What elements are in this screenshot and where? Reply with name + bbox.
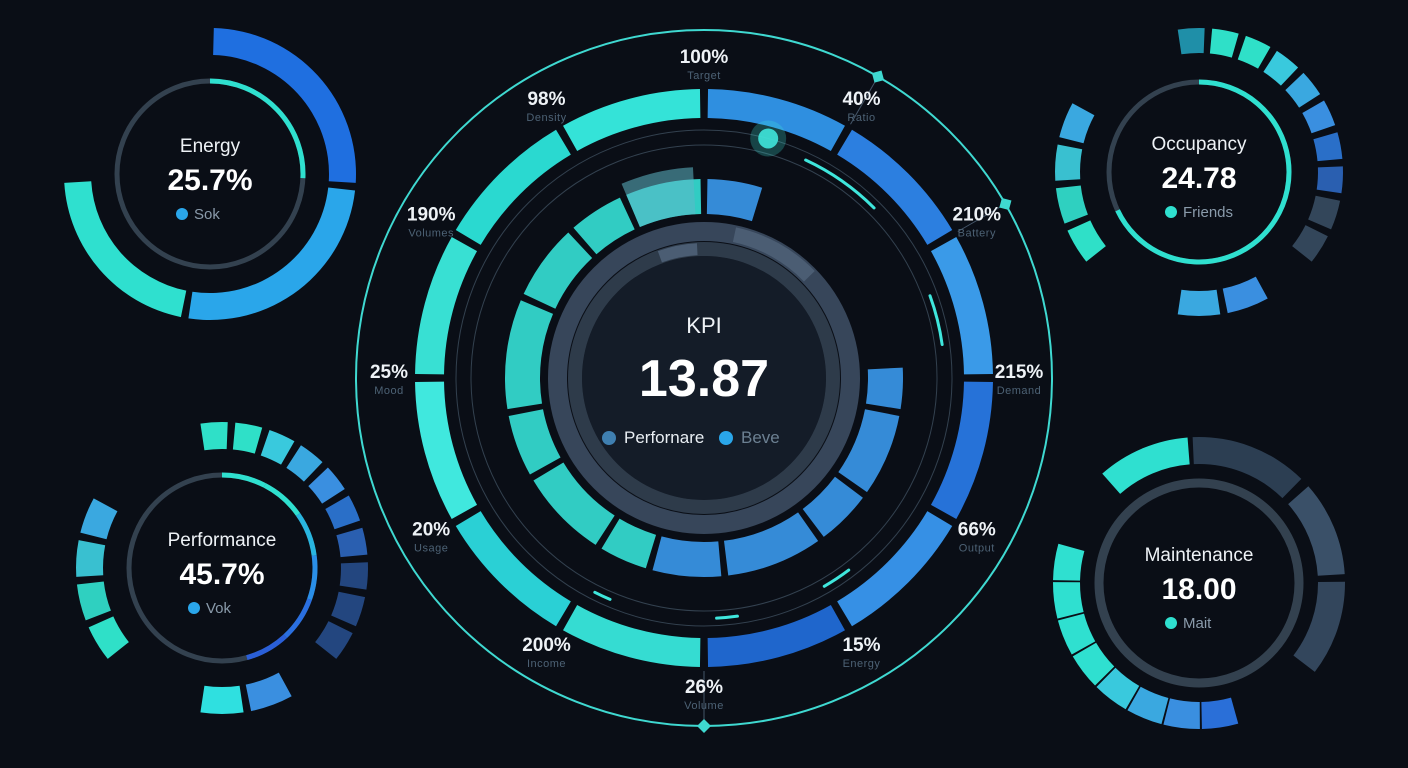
svg-text:Volumes: Volumes [408,228,454,240]
svg-text:Maintenance: Maintenance [1145,545,1254,566]
svg-text:Volume: Volume [684,700,724,712]
svg-text:25.7%: 25.7% [167,164,252,197]
svg-text:Mait: Mait [1183,615,1212,632]
svg-text:Income: Income [527,658,566,670]
svg-text:Battery: Battery [958,228,996,240]
svg-text:26%: 26% [685,677,723,698]
svg-text:Friends: Friends [1183,204,1233,221]
svg-text:Usage: Usage [414,543,448,555]
svg-text:15%: 15% [842,635,880,656]
svg-text:20%: 20% [412,520,450,541]
svg-text:Beve: Beve [741,428,780,447]
svg-text:Mood: Mood [374,385,404,397]
svg-text:Occupancy: Occupancy [1151,134,1247,155]
svg-text:18.00: 18.00 [1161,573,1236,606]
svg-text:100%: 100% [680,47,729,68]
svg-text:40%: 40% [842,89,880,110]
svg-text:Density: Density [526,112,566,124]
svg-text:Vok: Vok [206,600,232,617]
svg-text:25%: 25% [370,362,408,383]
svg-text:Perfornare: Perfornare [624,428,704,447]
svg-text:210%: 210% [952,205,1001,226]
svg-text:66%: 66% [958,520,996,541]
svg-text:Output: Output [959,543,995,555]
svg-text:98%: 98% [527,89,565,110]
svg-text:24.78: 24.78 [1161,162,1236,195]
svg-text:Energy: Energy [843,658,881,670]
svg-text:13.87: 13.87 [639,350,769,408]
svg-text:45.7%: 45.7% [179,558,264,591]
svg-text:Demand: Demand [997,385,1042,397]
svg-text:Ratio: Ratio [847,112,875,124]
svg-text:Sok: Sok [194,206,220,223]
svg-text:Energy: Energy [180,136,241,157]
svg-text:200%: 200% [522,635,571,656]
svg-text:KPI: KPI [686,313,721,338]
svg-text:190%: 190% [407,205,456,226]
svg-text:Target: Target [687,70,721,82]
svg-text:Performance: Performance [168,530,277,551]
svg-text:215%: 215% [995,362,1044,383]
